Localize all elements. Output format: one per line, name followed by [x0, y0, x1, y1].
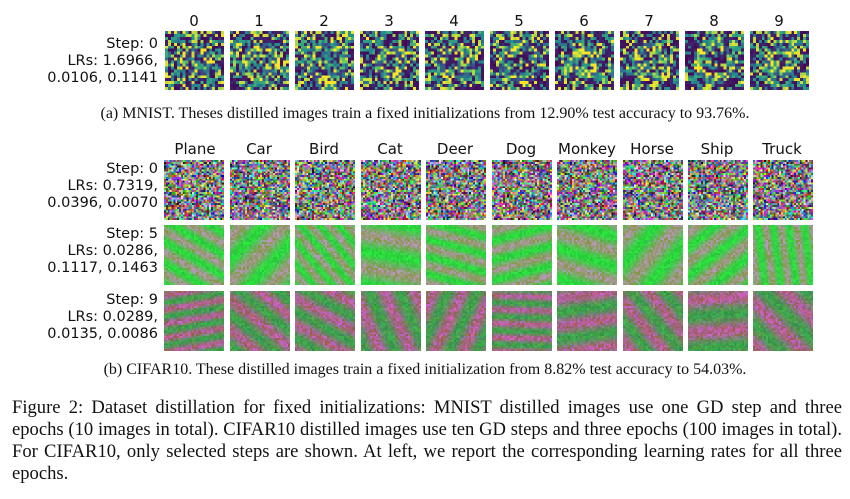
cifar-lrs-1: LRs: 0.7319,	[67, 178, 158, 194]
mnist-label-5: 5	[514, 12, 524, 30]
cifar-distilled-image-step5-car	[230, 225, 290, 285]
cifar-distilled-image-step0-deer	[426, 160, 486, 220]
cifar-distilled-image-step5-horse	[623, 225, 683, 285]
mnist-label-6: 6	[579, 12, 589, 30]
cifar-distilled-image-step9-dog	[492, 291, 552, 351]
cifar-distilled-image-step0-plane	[164, 160, 224, 220]
cifar-distilled-image-step5-ship	[688, 225, 748, 285]
mnist-label-8: 8	[709, 12, 719, 30]
cifar-row-label-step0: Step: 0 LRs: 0.7319, 0.0396, 0.0070	[0, 161, 158, 212]
cifar-distilled-image-step0-car	[230, 160, 290, 220]
mnist-caption: (a) MNIST. Theses distilled images train…	[100, 105, 750, 122]
figure-caption: Figure 2: Dataset distillation for fixed…	[12, 397, 842, 484]
cifar-distilled-image-step0-horse	[623, 160, 683, 220]
mnist-distilled-image-0	[165, 31, 224, 90]
cifar-label-truck: Truck	[762, 140, 802, 158]
mnist-row-label: Step: 0 LRs: 1.6966, 0.0106, 0.1141	[0, 36, 158, 87]
cifar-caption: (b) CIFAR10. These distilled images trai…	[103, 361, 747, 378]
mnist-distilled-image-5	[490, 31, 549, 90]
cifar-lrs-2: 0.0135, 0.0086	[47, 326, 158, 342]
mnist-distilled-image-3	[360, 31, 419, 90]
cifar-distilled-image-step9-car	[230, 291, 290, 351]
cifar-label-car: Car	[246, 140, 272, 158]
cifar-label-bird: Bird	[309, 140, 339, 158]
cifar-step: Step: 9	[106, 292, 158, 308]
cifar-distilled-image-step5-plane	[164, 225, 224, 285]
mnist-label-1: 1	[254, 12, 264, 30]
cifar-row-label-step9: Step: 9 LRs: 0.0289, 0.0135, 0.0086	[0, 292, 158, 343]
mnist-distilled-image-2	[295, 31, 354, 90]
cifar-lrs-1: LRs: 0.0289,	[67, 309, 158, 325]
cifar-distilled-image-step0-bird	[295, 160, 355, 220]
cifar-distilled-image-step5-bird	[295, 225, 355, 285]
mnist-label-2: 2	[319, 12, 329, 30]
mnist-distilled-image-1	[230, 31, 289, 90]
cifar-distilled-image-step9-truck	[753, 291, 813, 351]
cifar-distilled-image-step5-monkey	[557, 225, 617, 285]
cifar-distilled-image-step9-ship	[688, 291, 748, 351]
cifar-step: Step: 5	[106, 226, 158, 242]
mnist-distilled-image-6	[555, 31, 614, 90]
cifar-distilled-image-step0-ship	[688, 160, 748, 220]
cifar-distilled-image-step9-bird	[295, 291, 355, 351]
cifar-distilled-image-step5-dog	[492, 225, 552, 285]
cifar-distilled-image-step0-cat	[361, 160, 421, 220]
cifar-distilled-image-step0-monkey	[557, 160, 617, 220]
cifar-label-cat: Cat	[377, 140, 403, 158]
cifar-distilled-image-step9-deer	[426, 291, 486, 351]
mnist-label-4: 4	[449, 12, 459, 30]
mnist-distilled-image-9	[750, 31, 809, 90]
cifar-step: Step: 0	[106, 161, 158, 177]
mnist-step: Step: 0	[106, 36, 158, 52]
mnist-label-0: 0	[189, 12, 199, 30]
cifar-distilled-image-step5-cat	[361, 225, 421, 285]
cifar-label-ship: Ship	[700, 140, 734, 158]
cifar-distilled-image-step9-cat	[361, 291, 421, 351]
mnist-distilled-image-4	[425, 31, 484, 90]
cifar-lrs-1: LRs: 0.0286,	[67, 243, 158, 259]
cifar-distilled-image-step5-truck	[753, 225, 813, 285]
mnist-distilled-image-8	[685, 31, 744, 90]
mnist-lrs-2: 0.0106, 0.1141	[47, 70, 158, 86]
cifar-distilled-image-step9-monkey	[557, 291, 617, 351]
cifar-lrs-2: 0.1117, 0.1463	[47, 260, 158, 276]
cifar-label-deer: Deer	[436, 140, 474, 158]
mnist-lrs-1: LRs: 1.6966,	[67, 53, 158, 69]
cifar-label-horse: Horse	[630, 140, 674, 158]
mnist-distilled-image-7	[620, 31, 679, 90]
cifar-lrs-2: 0.0396, 0.0070	[47, 195, 158, 211]
cifar-distilled-image-step5-deer	[426, 225, 486, 285]
mnist-label-3: 3	[384, 12, 394, 30]
cifar-distilled-image-step0-truck	[753, 160, 813, 220]
cifar-distilled-image-step9-plane	[164, 291, 224, 351]
mnist-label-9: 9	[774, 12, 784, 30]
cifar-distilled-image-step9-horse	[623, 291, 683, 351]
mnist-label-7: 7	[644, 12, 654, 30]
cifar-label-dog: Dog	[505, 140, 537, 158]
cifar-label-plane: Plane	[174, 140, 216, 158]
cifar-distilled-image-step0-dog	[492, 160, 552, 220]
cifar-row-label-step5: Step: 5 LRs: 0.0286, 0.1117, 0.1463	[0, 226, 158, 277]
cifar-label-monkey: Monkey	[558, 140, 616, 158]
